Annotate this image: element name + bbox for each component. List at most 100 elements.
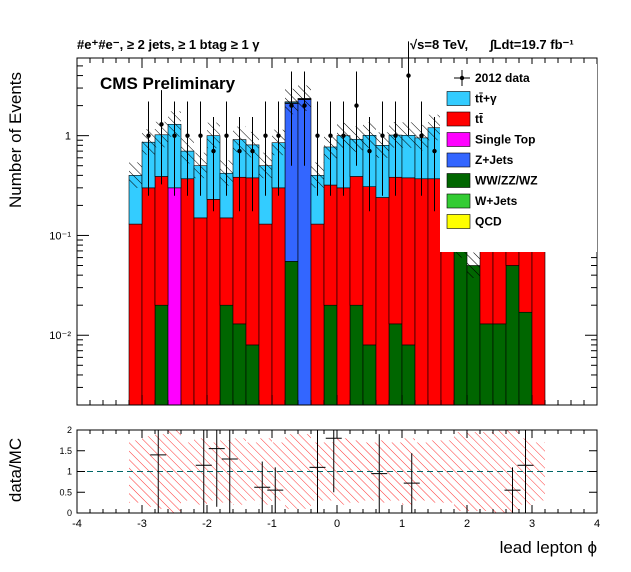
legend-entry-6: W+Jets	[446, 193, 518, 209]
data-point-12	[289, 71, 294, 166]
legend-label-7: QCD	[475, 215, 502, 229]
main-plot: 10⁻² 10⁻¹ 1	[49, 41, 598, 406]
ratio-band-3	[168, 430, 181, 513]
data-point-14	[315, 101, 320, 196]
stack-bar-ww-zz-wz-28	[492, 323, 507, 405]
stack-bar-tt--2	[154, 176, 169, 306]
stack-bar-tt--14	[310, 223, 325, 405]
stack-bar-ww-zz-wz-25	[453, 244, 468, 405]
ratio-band-16	[337, 438, 350, 505]
x-axis-title: lead lepton ϕ	[500, 538, 597, 557]
main-y-tick-label: 10⁻²	[49, 330, 71, 342]
stack-bar-ww-zz-wz-20	[388, 323, 403, 405]
stack-bar-ww-zz-wz-12	[284, 261, 299, 405]
ratio-point-8	[371, 434, 388, 513]
stack-bar-tt--23	[427, 178, 442, 405]
stack-bar-tt--21	[401, 177, 416, 346]
x-tick-label: -1	[267, 518, 277, 530]
ratio-plot: -4 -3 -2 -1 0 1 2 3 4 0 0.5 1 1.5 2	[59, 425, 600, 530]
ratio-point-11	[517, 430, 534, 513]
stack-bar-tt--0	[128, 223, 143, 405]
stack-bar-tt--5	[193, 217, 208, 405]
stack-bar-tt--16	[336, 187, 351, 405]
legend-label-0: 2012 data	[475, 71, 530, 85]
ratio-point-10	[504, 467, 521, 513]
data-point-17	[354, 71, 359, 166]
data-point-22	[419, 101, 424, 196]
ratio-band-13	[298, 434, 311, 509]
data-point-5	[198, 101, 203, 196]
data-point-13	[302, 71, 307, 166]
legend-entry-4: Z+Jets	[446, 152, 514, 168]
ratio-band-23	[428, 440, 441, 503]
legend-entry-2: tt̄	[446, 111, 483, 127]
data-point-9	[250, 116, 255, 212]
legend-entry-7: QCD	[446, 214, 502, 229]
stack-bar-ww-zz-wz-8	[232, 323, 247, 405]
data-point-19	[380, 101, 385, 196]
stack-bar-tt--20	[388, 176, 403, 325]
ratio-point-2	[208, 430, 225, 507]
x-tick-label: 0	[334, 518, 340, 530]
ratio-point-4	[254, 461, 271, 513]
ratio-point-3	[221, 430, 238, 513]
data-point-1	[146, 101, 151, 196]
main-y-tick-label: 1	[65, 131, 71, 143]
channel-label: #e⁺#e⁻, ≥ 2 jets, ≥ 1 btag ≥ 1 γ	[77, 37, 260, 52]
legend-label-1: tt̄+γ	[475, 92, 497, 106]
stack-bar-ww-zz-wz-7	[219, 304, 234, 405]
data-point-20	[393, 101, 398, 196]
x-tick-label: -3	[137, 518, 147, 530]
stack-bar-ww-zz-wz-15	[323, 304, 338, 405]
stack-bar-tt--6	[206, 199, 221, 405]
y-axis-title: Number of Events	[6, 72, 25, 208]
ratio-band-26	[467, 432, 480, 511]
stack-bar-ww-zz-wz-17	[349, 304, 364, 405]
ratio-band-20	[389, 442, 402, 501]
data-point-15	[328, 101, 333, 196]
stack-bar-tt--11	[271, 187, 286, 405]
stack-bar-ww-zz-wz-29	[505, 265, 520, 405]
data-point-7	[224, 101, 229, 196]
x-tick-label: 3	[529, 518, 535, 530]
ratio-point-5	[267, 467, 284, 513]
data-point-8	[237, 116, 242, 212]
legend-entry-5: WW/ZZ/WZ	[446, 173, 538, 188]
legend-label-3: Single Top	[475, 133, 535, 147]
x-tick-label: 2	[464, 518, 470, 530]
data-point-18	[367, 116, 372, 212]
stack-bar-tt--1	[141, 187, 156, 405]
stack-bar-tt--19	[375, 197, 390, 405]
ratio-y-tick-label: 1.5	[59, 446, 72, 456]
stack-bar-ww-zz-wz-27	[479, 323, 494, 405]
stack-bar-ww-zz-wz-18	[362, 344, 377, 405]
legend: 2012 data tt̄+γ tt̄ Single Top Z+Jets WW/ZZ/W…	[440, 64, 597, 252]
x-tick-label: 4	[594, 518, 600, 530]
stack-bar-tt--15	[323, 184, 338, 306]
ratio-y-tick-label: 2	[67, 425, 72, 435]
ratio-y-tick-label: 0.5	[59, 487, 72, 497]
data-point-6	[211, 116, 216, 212]
stack-bar-tt--4	[180, 178, 195, 405]
main-y-tick-label: 10⁻¹	[49, 230, 71, 242]
data-point-21	[406, 41, 411, 136]
ratio-point-7	[325, 430, 342, 493]
x-tick-label: -4	[72, 518, 82, 530]
ratio-band-27	[480, 432, 493, 511]
stack-bar-tt--7	[219, 217, 234, 306]
legend-label-2: tt̄	[475, 112, 483, 126]
stack-bar-single-top-3	[167, 187, 182, 405]
data-point-23	[432, 116, 437, 212]
legend-label-4: Z+Jets	[475, 153, 514, 167]
ratio-point-1	[195, 430, 212, 513]
ratio-point-6	[309, 430, 326, 513]
data-point-4	[185, 101, 190, 196]
stack-bar-ww-zz-wz-9	[245, 344, 260, 405]
ratio-point-9	[403, 453, 420, 513]
stack-bar-ww-zz-wz-21	[401, 344, 416, 405]
legend-label-6: W+Jets	[475, 194, 518, 208]
data-point-10	[263, 101, 268, 196]
ratio-band-0	[129, 440, 142, 503]
data-point-11	[276, 101, 281, 196]
